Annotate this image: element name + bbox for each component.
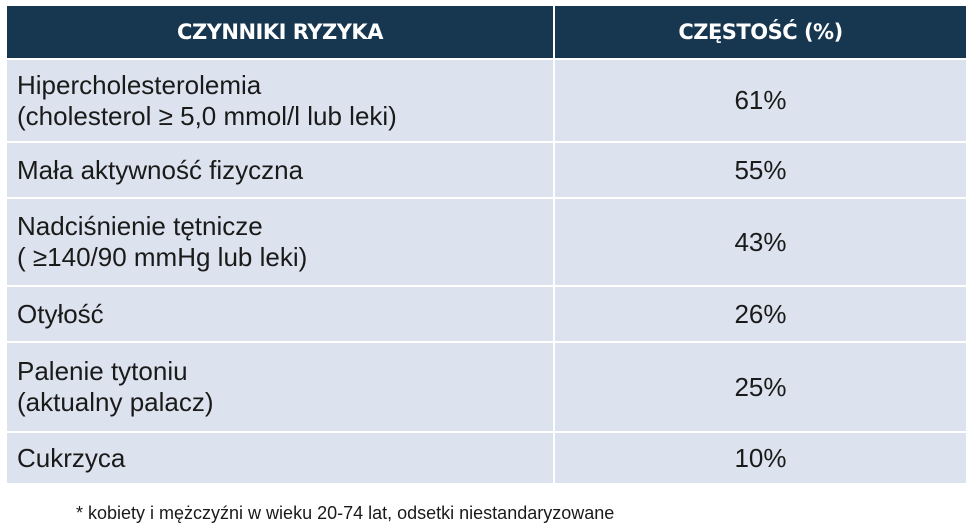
factor-name: Otyłość xyxy=(17,298,104,329)
factor-name: Nadciśnienie tętnicze xyxy=(17,211,263,241)
factor-detail: (cholesterol ≥ 5,0 mmol/l lub leki) xyxy=(17,100,397,131)
table-row: Nadciśnienie tętnicze ( ≥140/90 mmHg lub… xyxy=(7,197,966,286)
factor-detail: (aktualny palacz) xyxy=(17,387,214,417)
factor-name: Mała aktywność fizyczna xyxy=(17,154,304,185)
factor-cell: Cukrzyca xyxy=(7,431,555,483)
frequency-cell: 55% xyxy=(554,141,966,198)
footnote: * kobiety i mężczyźni w wieku 20-74 lat,… xyxy=(76,503,615,523)
header-risk-factors: CZYNNIKI RYZYKA xyxy=(7,6,555,59)
risk-factors-table-container: CZYNNIKI RYZYKA CZĘSTOŚĆ (%) Hipercholes… xyxy=(7,6,966,483)
table-row: Cukrzyca 10% xyxy=(7,431,966,483)
factor-cell: Hipercholesterolemia (cholesterol ≥ 5,0 … xyxy=(7,58,555,142)
frequency-cell: 43% xyxy=(554,197,966,286)
table-row: Otyłość 26% xyxy=(7,285,966,342)
table-header-row: CZYNNIKI RYZYKA CZĘSTOŚĆ (%) xyxy=(7,6,966,59)
frequency-cell: 10% xyxy=(554,431,966,483)
factor-name: Hipercholesterolemia xyxy=(17,69,262,100)
frequency-cell: 25% xyxy=(554,341,966,432)
risk-factors-table: CZYNNIKI RYZYKA CZĘSTOŚĆ (%) Hipercholes… xyxy=(7,6,966,483)
factor-cell: Nadciśnienie tętnicze ( ≥140/90 mmHg lub… xyxy=(7,197,555,286)
table-row: Hipercholesterolemia (cholesterol ≥ 5,0 … xyxy=(7,58,966,142)
factor-cell: Otyłość xyxy=(7,285,555,342)
frequency-cell: 61% xyxy=(554,58,966,142)
factor-cell: Mała aktywność fizyczna xyxy=(7,141,555,198)
factor-name: Cukrzyca xyxy=(17,442,126,473)
frequency-cell: 26% xyxy=(554,285,966,342)
header-frequency: CZĘSTOŚĆ (%) xyxy=(554,6,966,59)
table-row: Mała aktywność fizyczna 55% xyxy=(7,141,966,198)
factor-detail: ( ≥140/90 mmHg lub leki) xyxy=(17,242,308,272)
factor-cell: Palenie tytoniu (aktualny palacz) xyxy=(7,341,555,432)
table-row: Palenie tytoniu (aktualny palacz) 25% xyxy=(7,341,966,432)
factor-name: Palenie tytoniu xyxy=(17,356,188,386)
